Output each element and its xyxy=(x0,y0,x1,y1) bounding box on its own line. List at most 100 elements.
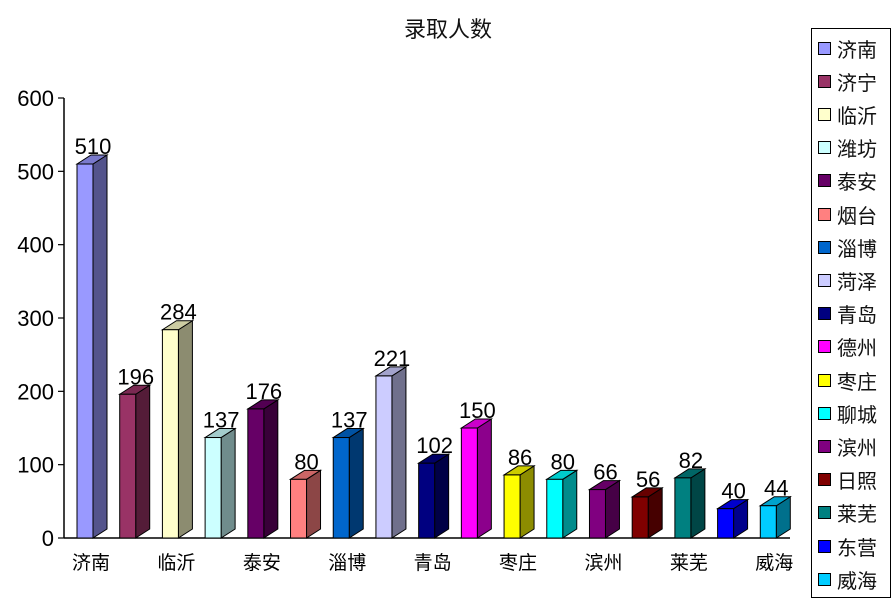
legend-item: 威海 xyxy=(818,564,877,594)
bar-value-label: 150 xyxy=(459,398,496,423)
x-tick-label: 淄博 xyxy=(328,552,366,574)
bar xyxy=(588,489,606,539)
legend-item: 济宁 xyxy=(818,66,877,96)
bar-value-label: 284 xyxy=(160,300,197,325)
legend-label: 威海 xyxy=(837,568,877,593)
legend-swatch xyxy=(818,307,831,321)
bar-side xyxy=(220,427,236,539)
chart-title: 录取人数 xyxy=(403,18,492,43)
bar xyxy=(375,375,393,539)
y-tick-label: 300 xyxy=(17,306,54,331)
y-tick-label: 100 xyxy=(17,453,54,478)
bar xyxy=(161,329,179,539)
legend-label: 淄博 xyxy=(837,236,877,261)
legend-label: 临沂 xyxy=(837,103,877,128)
bar-side xyxy=(434,453,450,539)
legend-item: 淄博 xyxy=(818,232,877,262)
legend-item: 莱芜 xyxy=(818,498,877,528)
y-tick-label: 200 xyxy=(17,379,54,404)
bar-value-label: 221 xyxy=(374,346,411,371)
bar-side xyxy=(348,427,364,539)
x-tick-label: 济南 xyxy=(72,552,110,574)
legend-item: 烟台 xyxy=(818,199,877,229)
legend-label: 德州 xyxy=(837,336,877,361)
y-tick-label: 600 xyxy=(17,86,54,111)
bar-side xyxy=(690,467,706,539)
legend-label: 滨州 xyxy=(837,435,877,460)
legend-swatch xyxy=(818,539,831,553)
legend-swatch xyxy=(818,572,831,586)
legend-swatch xyxy=(818,107,831,121)
bar-value-label: 196 xyxy=(117,364,154,389)
bar-value-label: 82 xyxy=(679,448,703,473)
bar-value-label: 137 xyxy=(203,408,240,433)
bar-value-label: 66 xyxy=(593,460,617,485)
bar xyxy=(674,477,692,539)
bar-value-label: 80 xyxy=(551,449,575,474)
legend-label: 菏泽 xyxy=(837,269,877,294)
bar xyxy=(503,474,521,539)
legend-swatch xyxy=(818,41,831,55)
y-tick-label: 400 xyxy=(17,233,54,258)
bar xyxy=(759,505,777,539)
legend-item: 枣庄 xyxy=(818,365,877,395)
bar-side xyxy=(519,465,535,539)
legend-swatch xyxy=(818,340,831,354)
x-tick-label: 滨州 xyxy=(584,552,622,574)
bar xyxy=(546,478,564,539)
x-tick-label: 枣庄 xyxy=(499,552,537,574)
bar xyxy=(418,462,436,539)
legend-swatch xyxy=(818,207,831,221)
legend-item: 菏泽 xyxy=(818,265,877,295)
bar xyxy=(247,408,265,539)
x-tick-label: 威海 xyxy=(755,552,793,574)
bar-value-label: 176 xyxy=(245,379,282,404)
bar xyxy=(76,163,94,539)
bar-side xyxy=(604,479,620,539)
bar xyxy=(460,427,478,539)
legend-label: 济南 xyxy=(837,37,877,62)
bar xyxy=(119,393,137,539)
bar-value-label: 44 xyxy=(764,476,788,501)
legend-label: 潍坊 xyxy=(837,137,877,162)
bar-value-label: 102 xyxy=(416,433,453,458)
bar xyxy=(204,437,222,539)
legend-swatch xyxy=(818,141,831,155)
bar-value-label: 86 xyxy=(508,445,532,470)
bar-value-label: 80 xyxy=(294,449,318,474)
x-tick-label: 临沂 xyxy=(157,552,195,574)
legend-label: 青岛 xyxy=(837,303,877,328)
legend-label: 泰安 xyxy=(837,170,877,195)
legend-label: 东营 xyxy=(837,535,877,560)
legend-item: 泰安 xyxy=(818,166,877,196)
legend-label: 聊城 xyxy=(837,402,877,427)
legend-item: 滨州 xyxy=(818,431,877,461)
legend-item: 青岛 xyxy=(818,299,877,329)
x-tick-label: 泰安 xyxy=(243,552,281,574)
legend-swatch xyxy=(818,74,831,88)
legend-item: 东营 xyxy=(818,531,877,561)
legend-label: 烟台 xyxy=(837,203,877,228)
legend-item: 潍坊 xyxy=(818,133,877,163)
bar xyxy=(631,496,649,539)
bar-side xyxy=(562,469,578,539)
legend-item: 临沂 xyxy=(818,99,877,129)
bar-side xyxy=(177,319,193,539)
y-tick-label: 0 xyxy=(42,526,54,551)
bar-value-label: 510 xyxy=(75,134,112,159)
legend-label: 枣庄 xyxy=(837,369,877,394)
bar xyxy=(717,508,735,539)
bar-value-label: 137 xyxy=(331,408,368,433)
legend-swatch xyxy=(818,473,831,487)
bar-side xyxy=(92,154,108,539)
legend-swatch xyxy=(818,373,831,387)
bar-side xyxy=(306,469,322,539)
legend-item: 德州 xyxy=(818,332,877,362)
chart-legend: 济南济宁临沂潍坊泰安烟台淄博菏泽青岛德州枣庄聊城滨州日照莱芜东营威海 xyxy=(811,28,891,598)
bar-side xyxy=(391,366,407,539)
bar-side xyxy=(135,384,151,539)
legend-label: 日照 xyxy=(837,469,877,494)
legend-item: 日照 xyxy=(818,465,877,495)
bar-side xyxy=(263,399,279,539)
